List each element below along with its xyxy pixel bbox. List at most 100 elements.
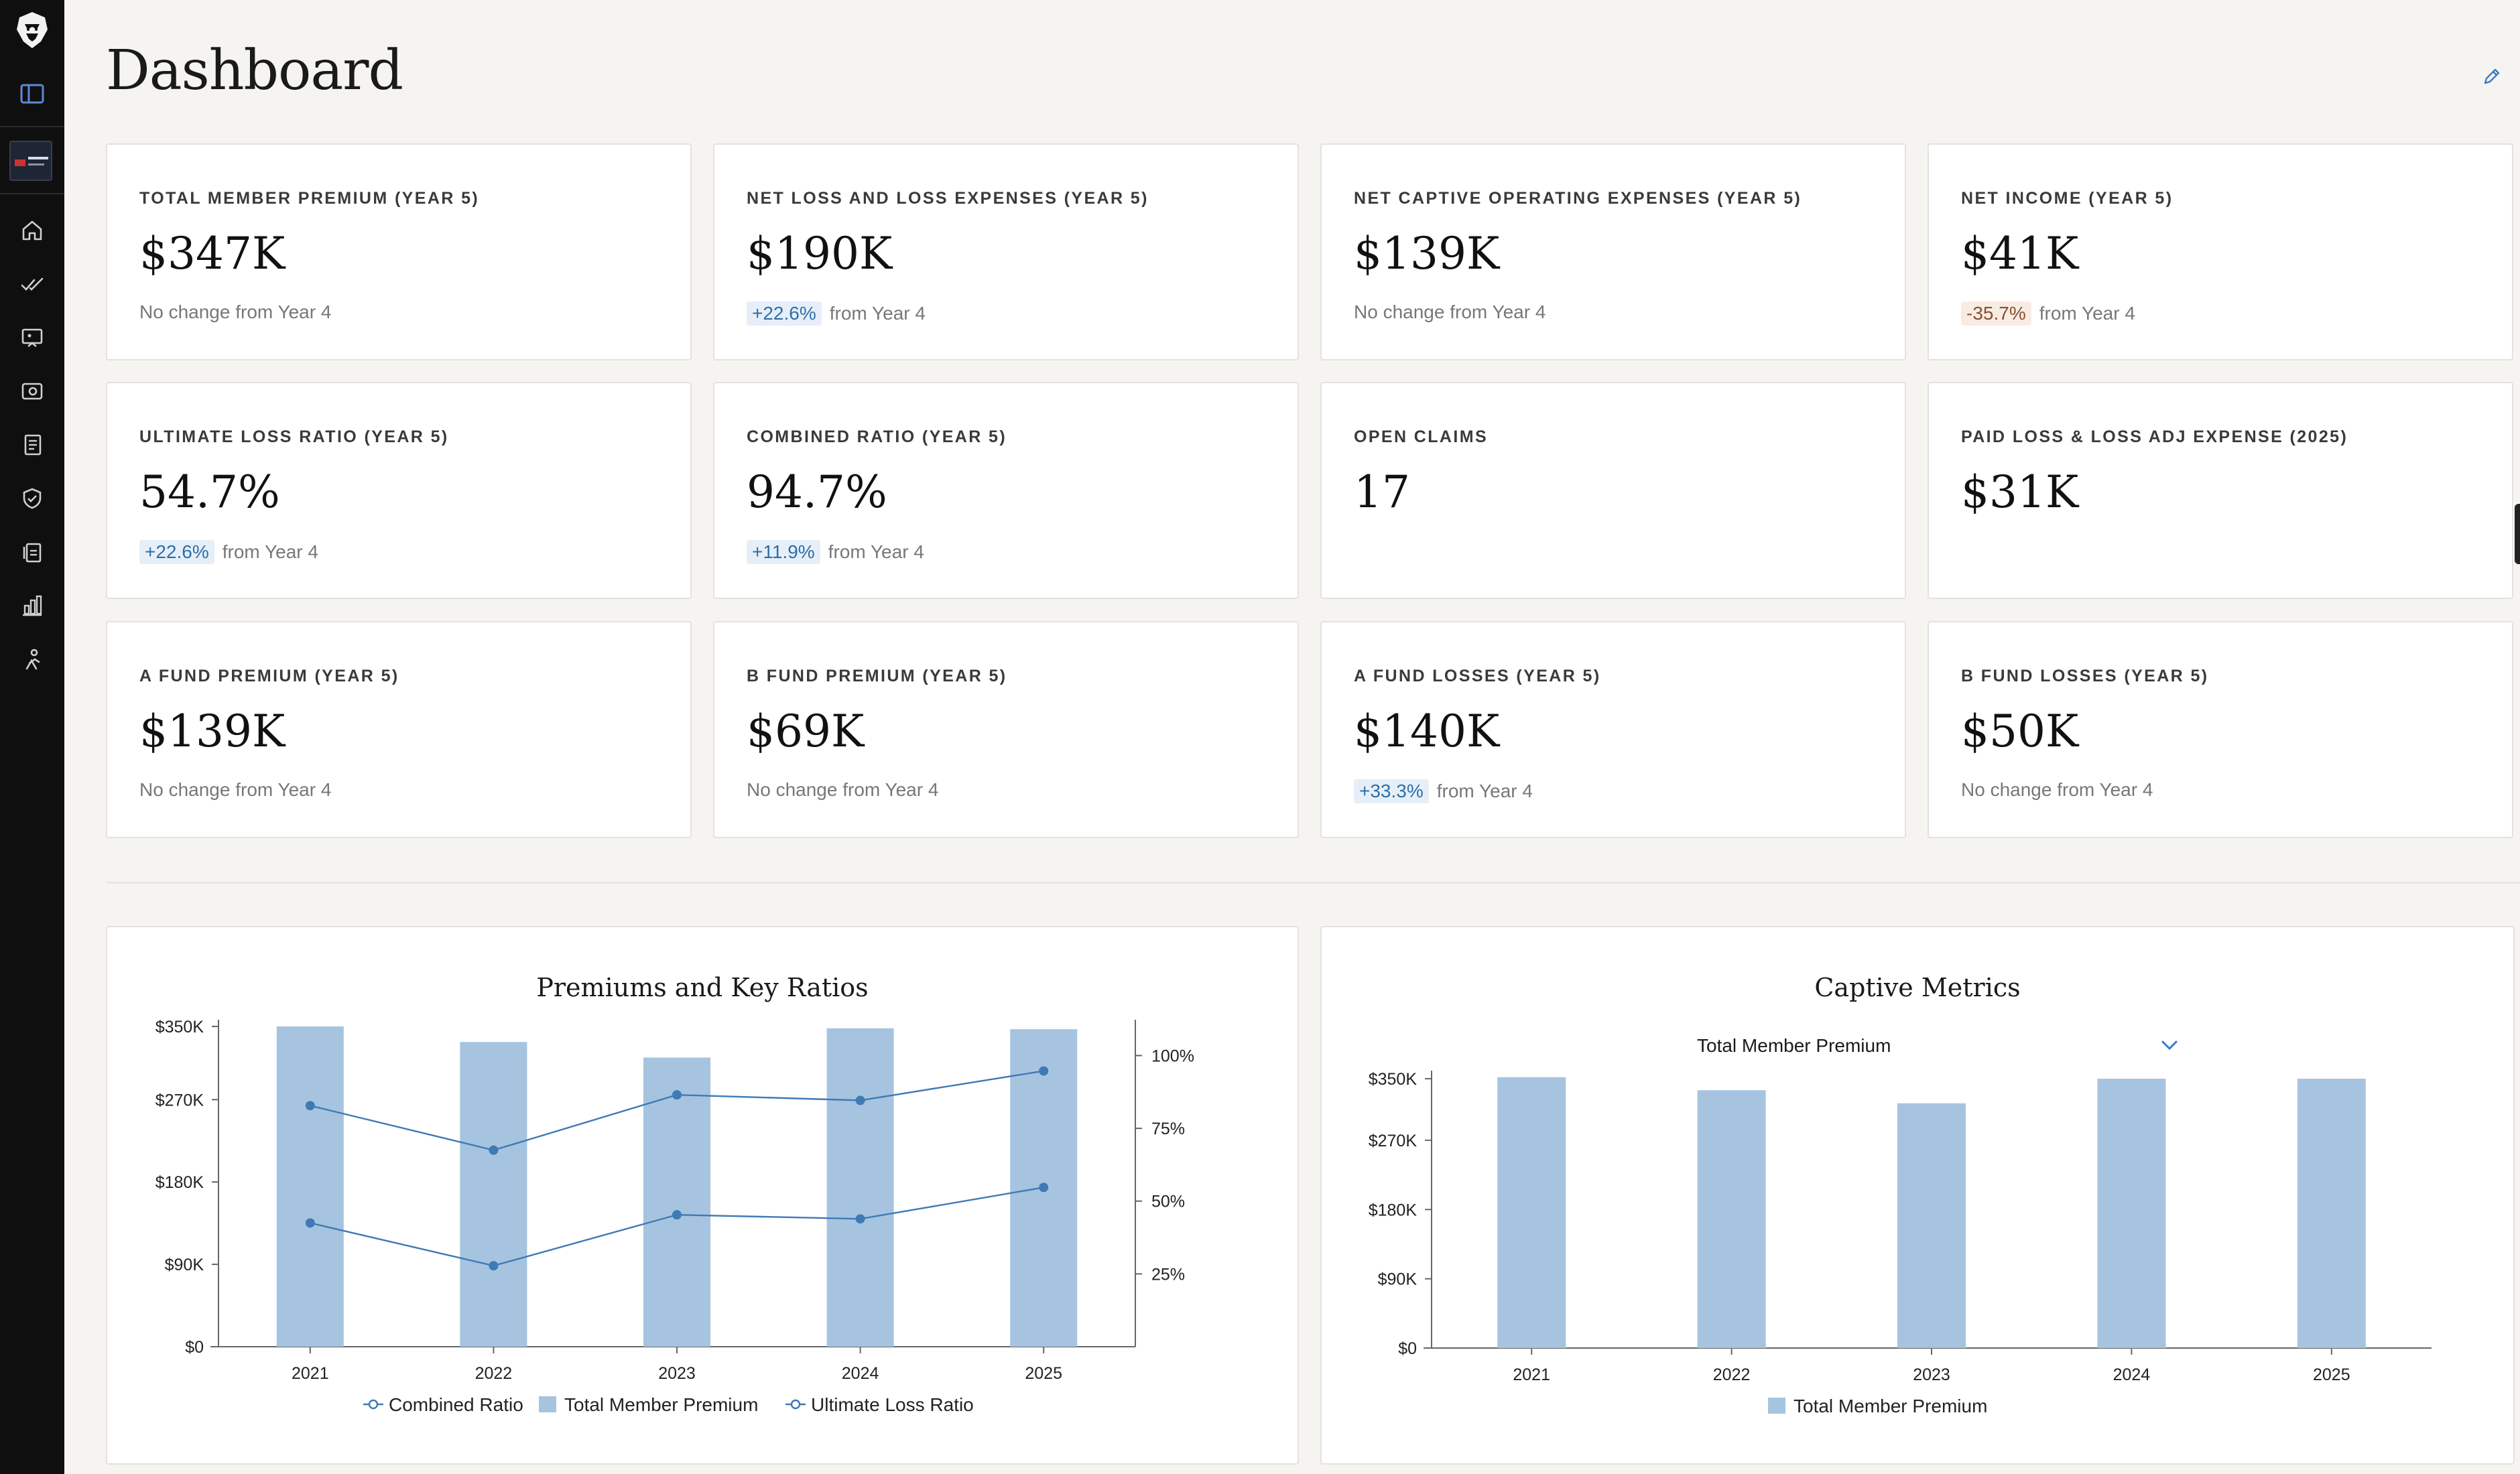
checks-icon[interactable] bbox=[17, 269, 47, 299]
kpi-card[interactable]: PAID LOSS & LOSS ADJ EXPENSE (2025) $31K bbox=[1928, 382, 2513, 599]
legend-label: Ultimate Loss Ratio bbox=[811, 1394, 974, 1415]
x-tick-label: 2024 bbox=[2113, 1365, 2151, 1384]
kpi-change: No change from Year 4 bbox=[747, 779, 938, 801]
kpi-card[interactable]: OPEN CLAIMS 17 bbox=[1320, 382, 1906, 599]
kpi-card[interactable]: ULTIMATE LOSS RATIO (YEAR 5) 54.7% +22.6% f… bbox=[106, 382, 692, 599]
kpi-value: $139K bbox=[1354, 228, 1500, 279]
edit-pencil-icon[interactable] bbox=[2480, 64, 2504, 88]
kpi-value: $31K bbox=[1961, 466, 2079, 518]
change-badge: +33.3% bbox=[1354, 779, 1429, 803]
change-badge: +22.6% bbox=[139, 540, 214, 564]
premiums-ratios-chart: $0 $90K $180K $270K $350K 25% 50% 75% 100% 2021 20… bbox=[155, 1018, 1194, 1415]
kpi-value: $41K bbox=[1961, 228, 2079, 279]
section-divider bbox=[106, 882, 2520, 884]
sidebar bbox=[0, 0, 64, 1474]
metric-select-value: Total Member Premium bbox=[1697, 1035, 1891, 1056]
bar-total-member-premium bbox=[276, 1026, 344, 1347]
kpi-change: No change from Year 4 bbox=[1961, 779, 2153, 801]
bar-total-member-premium bbox=[2097, 1079, 2166, 1348]
kpi-change: +33.3% from Year 4 bbox=[1354, 779, 1533, 803]
legend-label: Total Member Premium bbox=[1793, 1396, 1987, 1416]
legend-label: Total Member Premium bbox=[564, 1394, 758, 1415]
kpi-card[interactable]: TOTAL MEMBER PREMIUM (YEAR 5) $347K No cha… bbox=[106, 143, 692, 360]
y2-tick-label: 25% bbox=[1151, 1265, 1185, 1284]
point-ultimate-loss-ratio bbox=[305, 1218, 315, 1228]
legend-marker-ultimate-loss-ratio bbox=[790, 1399, 801, 1410]
vault-icon[interactable] bbox=[17, 377, 47, 406]
y-tick-label: $350K bbox=[155, 1018, 204, 1036]
sidebar-divider bbox=[0, 193, 64, 194]
kpi-value: $69K bbox=[747, 706, 865, 757]
kpi-label: A FUND PREMIUM (YEAR 5) bbox=[139, 667, 399, 685]
x-tick-label: 2024 bbox=[842, 1364, 879, 1383]
legend-swatch-total-member-premium bbox=[539, 1396, 556, 1412]
kpi-label: B FUND PREMIUM (YEAR 5) bbox=[747, 667, 1007, 685]
change-badge: +11.9% bbox=[747, 540, 820, 564]
kpi-label: NET CAPTIVE OPERATING EXPENSES (YEAR 5) bbox=[1354, 189, 1802, 208]
kpi-card[interactable]: A FUND PREMIUM (YEAR 5) $139K No change fr… bbox=[106, 621, 692, 838]
x-tick-label: 2023 bbox=[658, 1364, 696, 1383]
bar-total-member-premium bbox=[460, 1042, 527, 1347]
bar-total-member-premium bbox=[1897, 1103, 1966, 1348]
y-tick-label: $270K bbox=[1369, 1132, 1418, 1150]
y-tick-label: $180K bbox=[1369, 1201, 1418, 1219]
metric-select[interactable]: Total Member Premium bbox=[1657, 1029, 2180, 1063]
point-ultimate-loss-ratio bbox=[1039, 1183, 1049, 1193]
bar-total-member-premium bbox=[826, 1028, 894, 1347]
kpi-value: $139K bbox=[139, 706, 286, 757]
kpi-change: No change from Year 4 bbox=[139, 779, 331, 801]
kpi-label: NET INCOME (YEAR 5) bbox=[1961, 189, 2174, 208]
home-icon[interactable] bbox=[17, 216, 47, 245]
change-text: from Year 4 bbox=[829, 303, 926, 324]
bar-chart-icon[interactable] bbox=[17, 591, 47, 620]
change-text: No change from Year 4 bbox=[1961, 779, 2153, 800]
change-text: No change from Year 4 bbox=[747, 779, 939, 800]
chart-title: Premiums and Key Ratios bbox=[536, 973, 869, 1002]
kpi-card[interactable]: NET CAPTIVE OPERATING EXPENSES (YEAR 5) $… bbox=[1320, 143, 1906, 360]
kpi-change: -35.7% from Year 4 bbox=[1961, 302, 2135, 326]
premiums-ratios-panel: Premiums and Key Ratios $0 $90K $180K $270K… bbox=[106, 926, 1299, 1465]
kpi-card[interactable]: B FUND LOSSES (YEAR 5) $50K No change from… bbox=[1928, 621, 2513, 838]
y-tick-label: $0 bbox=[1398, 1339, 1417, 1358]
kpi-label: TOTAL MEMBER PREMIUM (YEAR 5) bbox=[139, 189, 480, 208]
kpi-card[interactable]: A FUND LOSSES (YEAR 5) $140K +33.3% from Ye… bbox=[1320, 621, 1906, 838]
bar-total-member-premium bbox=[1697, 1090, 1766, 1348]
shield-icon[interactable] bbox=[17, 484, 47, 513]
y2-tick-label: 100% bbox=[1151, 1047, 1194, 1065]
x-tick-label: 2022 bbox=[1713, 1365, 1751, 1384]
person-icon[interactable] bbox=[17, 645, 47, 674]
ledger-icon[interactable] bbox=[17, 430, 47, 460]
kpi-change: No change from Year 4 bbox=[1354, 302, 1546, 323]
kpi-card[interactable]: NET INCOME (YEAR 5) $41K -35.7% from Year 4 bbox=[1928, 143, 2513, 360]
y-tick-label: $0 bbox=[185, 1338, 204, 1357]
kpi-change: +22.6% from Year 4 bbox=[139, 540, 318, 564]
x-tick-label: 2022 bbox=[475, 1364, 513, 1383]
bar-total-member-premium bbox=[1497, 1077, 1566, 1348]
y-tick-label: $350K bbox=[1369, 1070, 1418, 1089]
kpi-value: $347K bbox=[139, 228, 286, 279]
presentation-icon[interactable] bbox=[17, 323, 47, 352]
kpi-label: OPEN CLAIMS bbox=[1354, 427, 1489, 446]
kpi-card[interactable]: COMBINED RATIO (YEAR 5) 94.7% +11.9% from Y… bbox=[713, 382, 1299, 599]
point-combined-ratio bbox=[855, 1095, 865, 1106]
captive-metrics-chart: $0 $90K $180K $270K $350K 2021 2022 2023 2024 202… bbox=[1369, 1070, 2432, 1416]
documents-icon[interactable] bbox=[17, 537, 47, 567]
chevron-down-icon[interactable] bbox=[2159, 1038, 2180, 1055]
drawer-handle[interactable] bbox=[2515, 504, 2520, 564]
lion-logo-icon[interactable] bbox=[12, 5, 52, 55]
point-ultimate-loss-ratio bbox=[855, 1214, 865, 1224]
point-combined-ratio bbox=[489, 1145, 499, 1155]
sidebar-toggle-icon[interactable] bbox=[17, 79, 47, 109]
legend-swatch-total-member-premium bbox=[1768, 1398, 1785, 1414]
x-tick-label: 2023 bbox=[1913, 1365, 1950, 1384]
y-tick-label: $90K bbox=[1378, 1270, 1418, 1289]
kpi-card[interactable]: NET LOSS AND LOSS EXPENSES (YEAR 5) $190K… bbox=[713, 143, 1299, 360]
organization-thumbnail[interactable] bbox=[9, 141, 52, 181]
y-tick-label: $270K bbox=[155, 1091, 204, 1110]
legend-marker-combined-ratio bbox=[368, 1399, 379, 1410]
y-tick-label: $90K bbox=[165, 1256, 204, 1274]
legend-label: Combined Ratio bbox=[389, 1394, 523, 1415]
change-text: No change from Year 4 bbox=[1354, 302, 1546, 322]
kpi-card[interactable]: B FUND PREMIUM (YEAR 5) $69K No change fro… bbox=[713, 621, 1299, 838]
kpi-label: A FUND LOSSES (YEAR 5) bbox=[1354, 667, 1601, 685]
